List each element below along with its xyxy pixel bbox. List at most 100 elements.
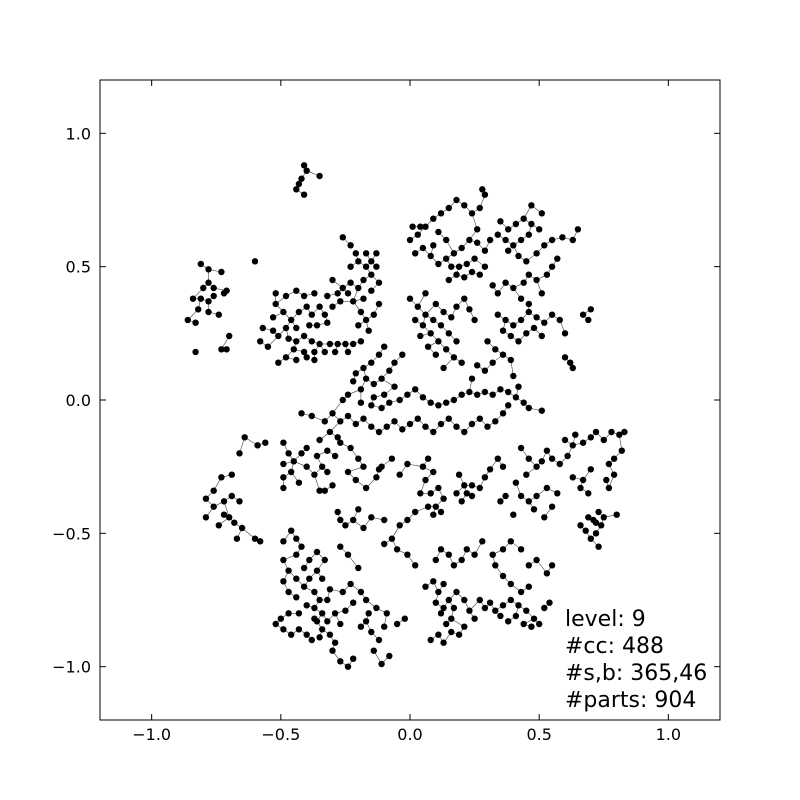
- scatter-point: [510, 284, 517, 292]
- scatter-point: [300, 332, 308, 340]
- scatter-point: [608, 428, 615, 436]
- scatter-point: [409, 223, 416, 230]
- scatter-point: [298, 175, 305, 182]
- scatter-point: [466, 388, 473, 396]
- scatter-point: [202, 514, 210, 521]
- scatter-point: [450, 396, 458, 404]
- scatter-point: [530, 324, 538, 332]
- scatter-point: [381, 343, 388, 350]
- scatter-point: [396, 522, 403, 529]
- scatter-point: [458, 391, 465, 398]
- scatter-point: [337, 439, 344, 446]
- scatter-point: [512, 612, 520, 620]
- scatter-point: [443, 236, 450, 244]
- scatter-point: [342, 607, 349, 614]
- scatter-point: [435, 484, 442, 492]
- scatter-point: [461, 482, 468, 489]
- scatter-point: [347, 580, 354, 588]
- scatter-point: [443, 346, 450, 353]
- scatter-point: [474, 226, 481, 233]
- scatter-point: [355, 564, 362, 572]
- scatter-point: [437, 420, 445, 428]
- scatter-point: [401, 615, 408, 622]
- scatter-point: [424, 503, 432, 510]
- scatter-point: [585, 514, 592, 521]
- scatter-point: [574, 226, 582, 233]
- scatter-point: [414, 231, 421, 238]
- scatter-point: [319, 575, 326, 582]
- annotation-line-level: level: 9: [565, 607, 646, 632]
- scatter-point: [280, 578, 287, 585]
- scatter-point: [386, 652, 393, 660]
- scatter-point: [528, 202, 535, 209]
- scatter-point: [440, 580, 447, 588]
- scatter-point: [603, 476, 610, 484]
- scatter-point: [303, 631, 310, 638]
- scatter-point: [313, 452, 321, 460]
- scatter-point: [324, 292, 331, 300]
- scatter-point: [316, 634, 323, 641]
- scatter-point: [435, 228, 442, 236]
- scatter-point: [440, 364, 447, 372]
- scatter-point: [432, 599, 439, 606]
- scatter-point: [378, 404, 385, 412]
- scatter-point: [357, 623, 365, 630]
- scatter-point: [362, 250, 370, 257]
- scatter-point: [308, 636, 315, 644]
- scatter-point: [525, 231, 532, 238]
- scatter-point: [197, 260, 204, 268]
- scatter-point: [538, 332, 545, 340]
- scatter-point: [326, 428, 334, 436]
- scatter-point: [406, 420, 414, 428]
- scatter-point: [432, 556, 439, 564]
- scatter-point: [357, 308, 365, 316]
- scatter-point: [220, 498, 228, 505]
- scatter-point: [422, 476, 429, 484]
- scatter-point: [499, 572, 507, 580]
- scatter-point: [350, 599, 357, 606]
- scatter-point: [404, 551, 411, 558]
- scatter-point: [419, 244, 427, 252]
- x-tick-label: −1.0: [132, 725, 171, 744]
- scatter-point: [481, 604, 489, 612]
- scatter-point: [567, 359, 574, 366]
- scatter-point: [197, 295, 204, 302]
- scatter-point: [533, 463, 540, 470]
- scatter-point: [489, 282, 496, 289]
- scatter-point: [530, 615, 538, 622]
- scatter-point: [293, 575, 300, 582]
- scatter-point: [502, 316, 509, 324]
- scatter-point: [275, 359, 282, 366]
- scatter-point: [236, 450, 243, 457]
- scatter-point: [489, 391, 496, 398]
- scatter-point: [386, 367, 393, 374]
- scatter-point: [561, 436, 569, 444]
- scatter-point: [541, 319, 548, 326]
- scatter-point: [505, 618, 512, 625]
- scatter-point: [205, 298, 212, 305]
- scatter-point: [412, 386, 419, 393]
- scatter-point: [440, 639, 447, 646]
- scatter-point: [288, 631, 295, 638]
- scatter-point: [293, 324, 300, 332]
- scatter-point: [370, 394, 377, 401]
- scatter-point: [303, 303, 310, 310]
- scatter-point: [450, 562, 458, 569]
- scatter-point: [437, 210, 445, 217]
- annotation-line-parts: #parts: 904: [565, 688, 696, 713]
- scatter-point: [533, 314, 540, 321]
- scatter-point: [435, 402, 442, 409]
- scatter-point: [347, 279, 354, 286]
- scatter-point: [479, 538, 486, 545]
- scatter-point: [530, 506, 538, 513]
- scatter-point: [370, 380, 377, 388]
- scatter-point: [445, 596, 452, 604]
- scatter-point: [275, 332, 282, 340]
- scatter-point: [313, 322, 321, 329]
- scatter-point: [357, 588, 365, 596]
- scatter-point: [430, 316, 437, 324]
- scatter-point: [476, 596, 483, 604]
- scatter-point: [352, 420, 359, 428]
- scatter-point: [241, 434, 248, 441]
- graph-points: [184, 162, 628, 670]
